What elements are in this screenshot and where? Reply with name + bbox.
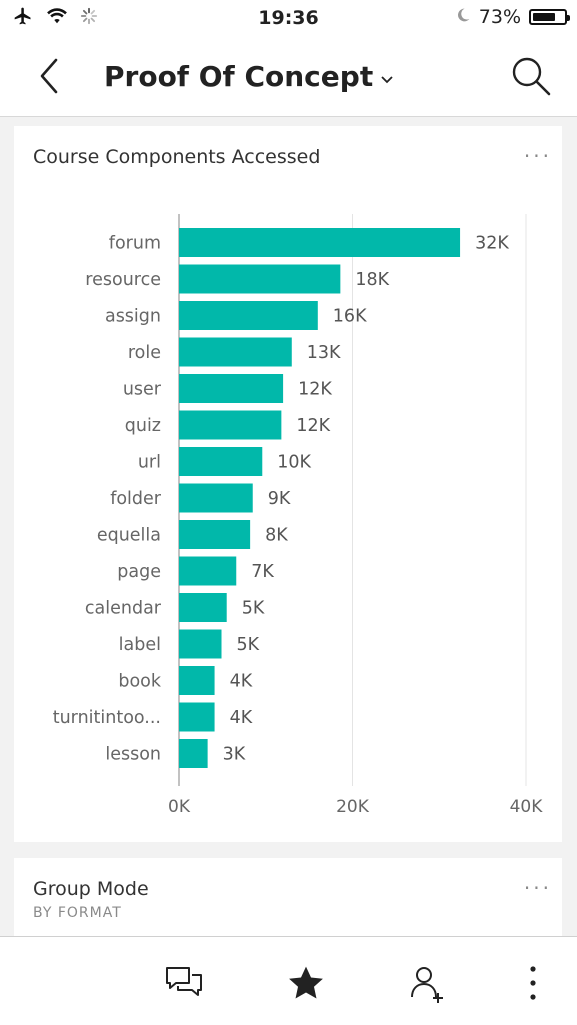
category-label: label [119, 635, 161, 655]
back-button[interactable] [30, 56, 70, 96]
more-vertical-icon [530, 966, 536, 1000]
page-title: Proof Of Concept [104, 60, 374, 93]
category-label: calendar [85, 599, 162, 619]
bar-page [179, 556, 237, 586]
navigation-bar: Proof Of Concept [0, 36, 577, 117]
bar-url [179, 447, 263, 476]
comments-icon [166, 967, 202, 996]
bar-role [179, 337, 292, 367]
data-label: 8K [265, 526, 288, 546]
bar-resource [179, 264, 341, 294]
chevron-left-icon [40, 58, 58, 94]
battery-icon [529, 9, 570, 25]
bar-assign [179, 301, 318, 330]
category-label: quiz [125, 416, 161, 436]
data-label: 7K [251, 562, 274, 582]
bar-equella [179, 520, 251, 549]
category-label: equella [97, 526, 161, 546]
bar-forum [179, 228, 461, 257]
category-label: resource [85, 270, 161, 290]
data-label: 16K [333, 307, 367, 327]
favorite-star-icon [289, 966, 323, 999]
share-invite-icon [411, 967, 443, 1003]
category-label: user [123, 380, 162, 400]
data-label: 4K [230, 708, 253, 728]
data-label: 12K [298, 380, 332, 400]
data-label: 13K [307, 343, 341, 363]
data-label: 10K [277, 453, 311, 473]
category-label: page [117, 562, 161, 582]
loading-spinner-icon [80, 7, 98, 30]
data-label: 18K [355, 270, 389, 290]
tile-more-options-button[interactable]: ··· [523, 876, 552, 900]
data-label: 5K [237, 635, 260, 655]
tile-title: Course Components Accessed [33, 146, 321, 168]
data-label: 9K [268, 489, 291, 509]
category-label: forum [109, 234, 161, 254]
search-icon [512, 57, 551, 96]
data-label: 3K [223, 745, 246, 765]
do-not-disturb-moon-icon [455, 6, 471, 28]
search-button[interactable] [509, 54, 553, 98]
favorite-button[interactable] [284, 961, 328, 1005]
x-tick-label: 20K [336, 797, 370, 817]
category-label: url [138, 453, 161, 473]
x-tick-label: 40K [510, 797, 544, 817]
bar-calendar [179, 593, 227, 622]
bar-chart: forum 32K resource 18K assign 16K role 13K user 1… [53, 214, 544, 817]
data-label: 4K [230, 672, 253, 692]
wifi-icon [46, 7, 68, 30]
chevron-down-icon [381, 72, 393, 88]
tile-title: Group Mode [33, 878, 149, 900]
data-label: 32K [475, 234, 509, 254]
group-mode-tile[interactable]: Group Mode BY FORMAT ··· [14, 858, 562, 936]
tile-subtitle: BY FORMAT [33, 905, 122, 921]
bar-book [179, 666, 215, 695]
share-invite-button[interactable] [406, 961, 450, 1005]
dashboard-title-dropdown[interactable]: Proof Of Concept [104, 60, 393, 93]
category-label: role [128, 343, 161, 363]
bar-lesson [179, 739, 208, 768]
course-components-tile[interactable]: Course Components Accessed ··· forum 32K r… [14, 126, 562, 842]
comments-button[interactable] [162, 961, 206, 1005]
battery-fill [533, 13, 555, 21]
more-options-button[interactable] [511, 961, 555, 1005]
status-bar: 19:36 73% [0, 0, 577, 36]
category-label: assign [105, 307, 161, 327]
category-label: book [118, 672, 162, 692]
bar-turnitintoo [179, 702, 215, 732]
bar-user [179, 374, 284, 403]
airplane-icon [12, 6, 34, 31]
bar-label [179, 629, 222, 659]
battery-percentage: 73% [478, 6, 521, 28]
x-tick-label: 0K [168, 797, 191, 817]
category-label: lesson [105, 745, 161, 765]
tile-more-options-button[interactable]: ··· [523, 144, 552, 168]
bar-quiz [179, 410, 282, 440]
data-label: 5K [242, 599, 265, 619]
bar-folder [179, 483, 253, 513]
category-label: folder [110, 489, 162, 509]
category-label: turnitintoo... [53, 708, 161, 728]
data-label: 12K [296, 416, 330, 436]
status-time: 19:36 [258, 7, 319, 29]
bottom-toolbar [0, 936, 577, 1025]
